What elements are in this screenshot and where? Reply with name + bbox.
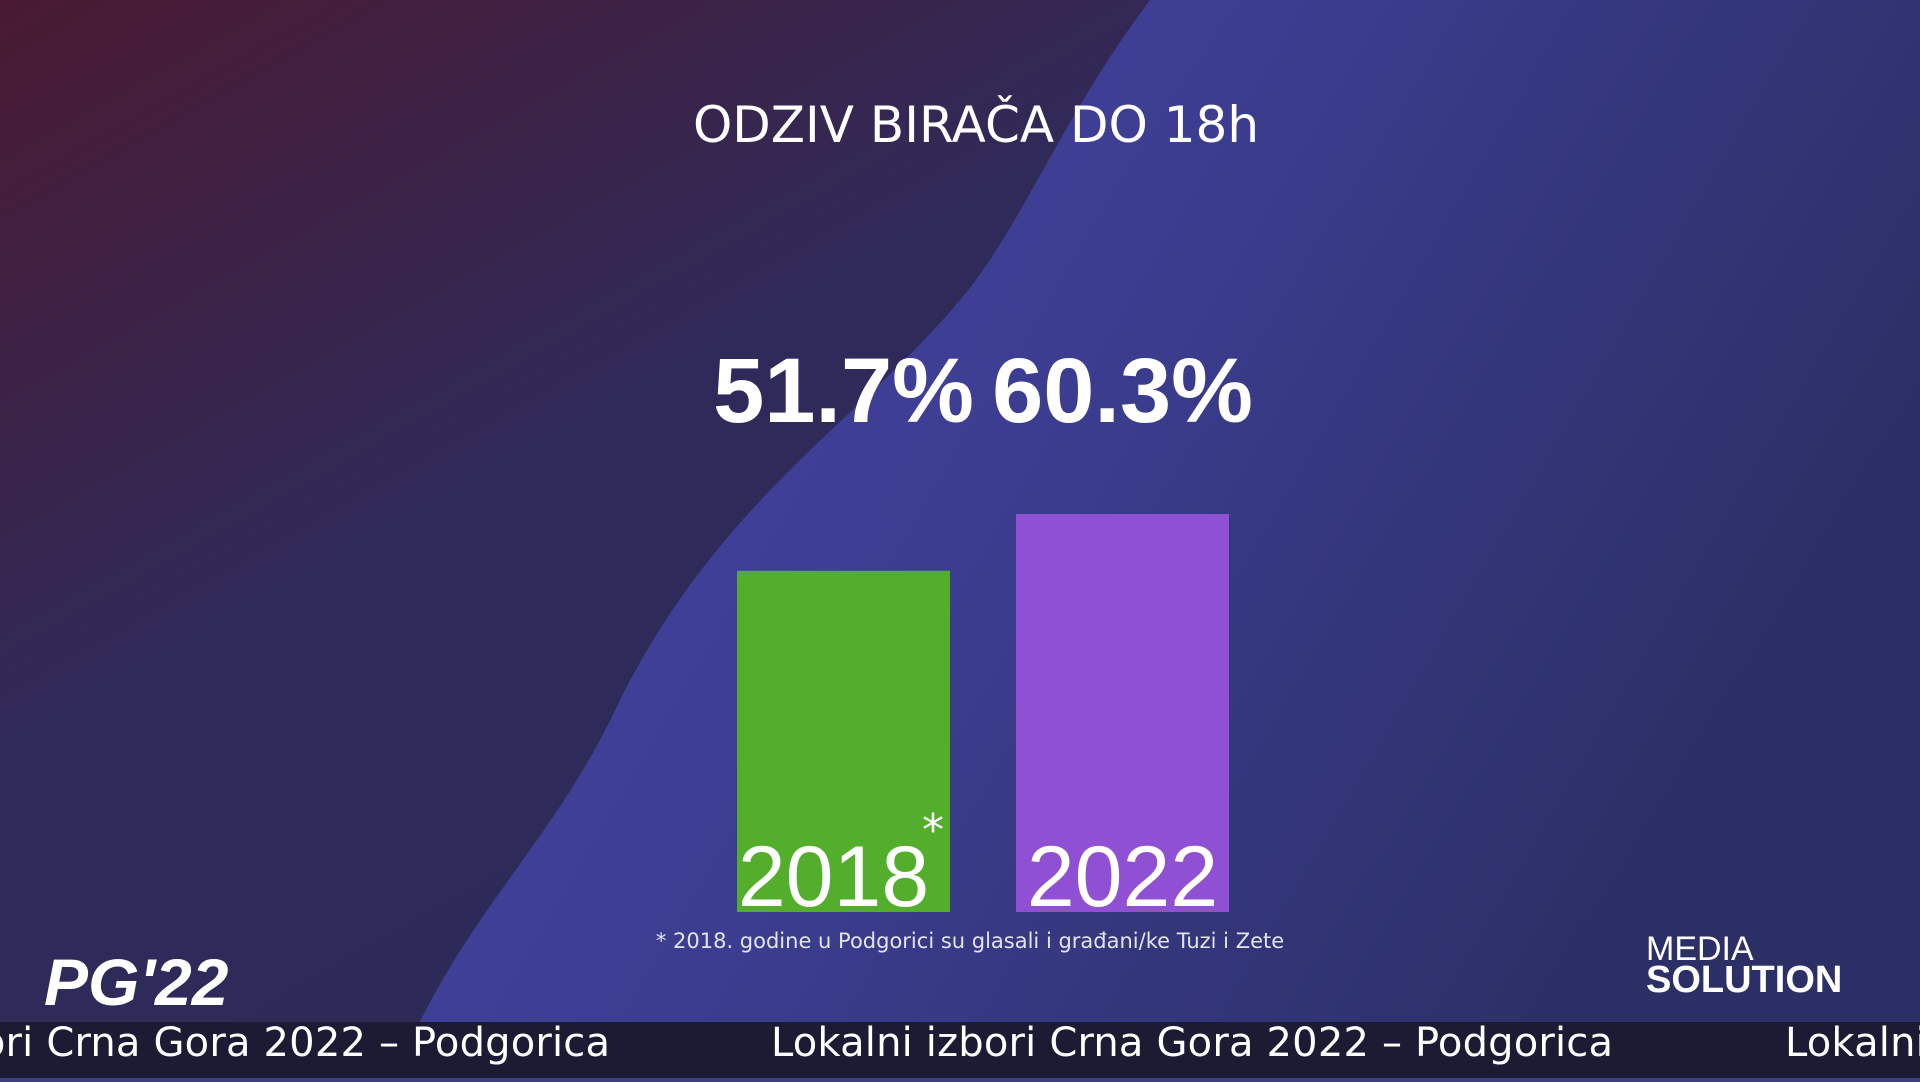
ticker-bar (0, 1022, 1920, 1078)
footnote-marker: * (922, 805, 944, 856)
chart-title: ODZIV BIRAČA DO 18h (693, 95, 1259, 154)
ticker-text: Lokalni izbori Crna Gora 2022 – Podgoric… (0, 1020, 610, 1066)
brand-line-2: SOLUTION (1646, 959, 1842, 1001)
bar (737, 570, 950, 912)
logo: PG'22 (44, 945, 229, 1019)
ticker-text: Lokalni izbori Crna Gora 2022 – Podgoric… (1785, 1020, 1920, 1066)
ticker-edge (0, 1078, 1920, 1082)
value-label: 60.3% (992, 340, 1253, 442)
value-label: 51.7% (713, 340, 974, 442)
chart: 51.7% 2018 60.3% 2022 * (713, 340, 1253, 925)
bar (1016, 514, 1229, 912)
ticker: Lokalni izbori Crna Gora 2022 – Podgoric… (0, 1020, 1920, 1066)
brand-line-1: MEDIA (1646, 930, 1754, 968)
ticker-text: Lokalni izbori Crna Gora 2022 – Podgoric… (771, 1020, 1613, 1066)
category-label: 2018 (738, 829, 929, 925)
category-label: 2022 (1027, 829, 1218, 925)
footnote: * 2018. godine u Podgorici su glasali i … (656, 929, 1284, 953)
